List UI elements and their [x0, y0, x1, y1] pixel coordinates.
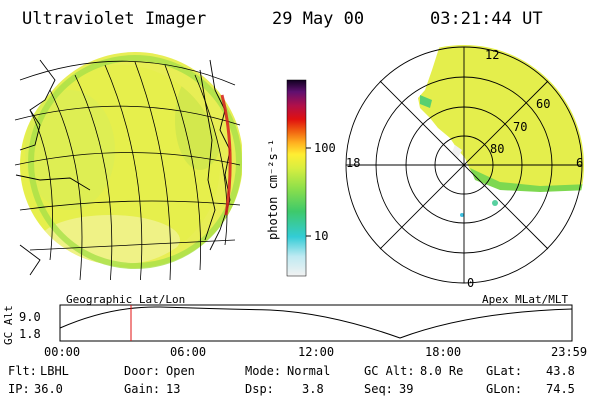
info-seq-label: Seq: — [364, 382, 393, 396]
mlt-label-18: 18 — [346, 156, 361, 170]
colorbar-gradient — [286, 79, 307, 277]
info-ip-label: IP: — [8, 382, 30, 396]
info-flt-label: Flt: — [8, 364, 37, 378]
info-ip-value: 36.0 — [34, 382, 63, 396]
info-glon-value: 74.5 — [546, 382, 575, 396]
info-mode-value: Normal — [287, 364, 331, 378]
polar-caption: Apex MLat/MLT — [482, 293, 569, 306]
geo-caption: Geographic Lat/Lon — [66, 293, 186, 306]
mlt-label-6: 6 — [576, 156, 584, 170]
xtick-0000: 00:00 — [44, 345, 81, 359]
date-label: 29 May 00 — [272, 9, 365, 29]
info-glat-label: GLat: — [486, 364, 523, 378]
xtick-2359: 23:59 — [551, 345, 588, 359]
ytick-9: 9.0 — [19, 310, 41, 324]
info-mode-label: Mode: — [245, 364, 282, 378]
xtick-0600: 06:00 — [170, 345, 207, 359]
info-gcalt-label: GC Alt: — [364, 364, 415, 378]
colorbar-tick-100: 100 — [314, 141, 336, 155]
time-label: 03:21:44 UT — [430, 9, 543, 29]
info-seq-value: 39 — [399, 382, 414, 396]
timeline-frame — [59, 304, 573, 342]
info-gain-value: 13 — [166, 382, 181, 396]
colorbar-tick-10: 10 — [314, 229, 329, 243]
info-flt-value: LBHL — [40, 364, 69, 378]
info-door-value: Open — [166, 364, 195, 378]
colorbar-unit-label: photon cm⁻²s⁻¹ — [266, 138, 280, 240]
info-gcalt-value: 8.0 Re — [420, 364, 464, 378]
ytick-1-8: 1.8 — [19, 327, 41, 341]
info-door-label: Door: — [124, 364, 161, 378]
mlat-label-70: 70 — [513, 120, 528, 134]
mlt-label-12: 12 — [485, 48, 500, 62]
xtick-1800: 18:00 — [425, 345, 462, 359]
mlat-label-60: 60 — [536, 97, 551, 111]
mlt-label-0: 0 — [467, 276, 475, 290]
info-gain-label: Gain: — [124, 382, 161, 396]
polar-image-data — [418, 45, 584, 190]
instrument-title: Ultraviolet Imager — [22, 9, 207, 29]
mlat-label-80: 80 — [490, 142, 505, 156]
info-glat-value: 43.8 — [546, 364, 575, 378]
info-dsp-value: 3.8 — [302, 382, 324, 396]
timeline-axis-title: GC Alt — [2, 305, 15, 345]
earth-disk — [27, 52, 242, 268]
altitude-curve — [59, 306, 573, 339]
xtick-1200: 12:00 — [298, 345, 335, 359]
info-glon-label: GLon: — [486, 382, 523, 396]
info-dsp-label: Dsp: — [245, 382, 274, 396]
